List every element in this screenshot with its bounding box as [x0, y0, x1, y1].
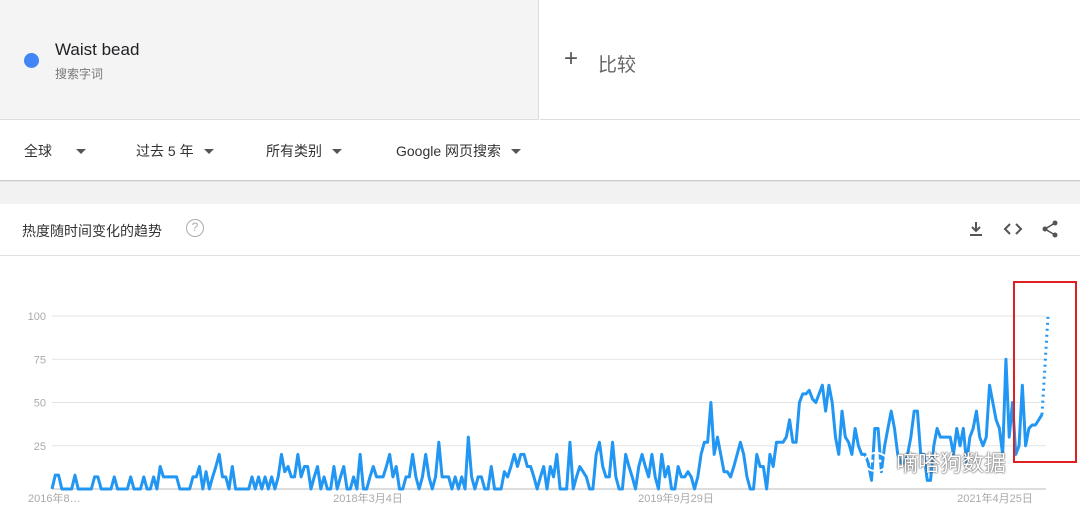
- y-tick-label: 100: [28, 311, 46, 323]
- time-filter-label: 过去 5 年: [136, 143, 194, 159]
- chevron-down-icon: [76, 148, 86, 154]
- download-icon[interactable]: [965, 218, 987, 240]
- y-tick-label: 25: [34, 441, 46, 453]
- y-tick-label: 75: [34, 354, 46, 366]
- interest-over-time-card: 热度随时间变化的趋势 ?: [0, 204, 1080, 510]
- embed-code-icon[interactable]: [1002, 218, 1024, 240]
- chevron-down-icon: [511, 148, 522, 154]
- card-title: 热度随时间变化的趋势: [22, 223, 162, 239]
- wechat-icon: [863, 452, 889, 472]
- highlight-annotation-box: [1013, 281, 1077, 463]
- region-filter-label: 全球: [24, 143, 52, 159]
- compare-button[interactable]: + 比较: [540, 0, 1080, 120]
- y-tick-label: 50: [34, 398, 46, 410]
- search-type-filter-label: Google 网页搜索: [396, 143, 502, 159]
- category-filter[interactable]: 所有类别: [266, 141, 342, 161]
- section-divider: [0, 182, 1080, 204]
- x-tick-label: 2016年8…: [28, 491, 81, 505]
- search-type-filter[interactable]: Google 网页搜索: [396, 141, 522, 161]
- search-term-name: Waist bead: [55, 40, 140, 59]
- watermark-text: 嘀嗒狗数据: [896, 451, 1007, 476]
- time-filter[interactable]: 过去 5 年: [136, 141, 214, 161]
- chevron-down-icon: [203, 148, 214, 154]
- chevron-down-icon: [332, 148, 342, 154]
- x-tick-label: 2019年9月29日: [638, 491, 714, 505]
- plus-icon: +: [564, 45, 579, 72]
- watermark: 嘀嗒狗数据: [862, 446, 1006, 478]
- category-filter-label: 所有类别: [266, 143, 322, 159]
- series-line: [50, 357, 1044, 491]
- search-term-card[interactable]: Waist bead 搜索字词: [0, 0, 539, 120]
- region-filter[interactable]: 全球: [24, 141, 86, 161]
- x-tick-label: 2021年4月25日: [957, 491, 1033, 505]
- series-color-dot: [24, 53, 39, 68]
- compare-label: 比较: [598, 55, 637, 76]
- x-tick-label: 2018年3月4日: [333, 491, 403, 505]
- card-divider: [0, 255, 1080, 256]
- filter-bar: 全球 过去 5 年 所有类别 Google 网页搜索: [0, 121, 1080, 181]
- search-term-type: 搜索字词: [55, 67, 104, 81]
- partial-data-line: [1040, 315, 1050, 415]
- help-icon[interactable]: ?: [186, 219, 204, 237]
- share-icon[interactable]: [1039, 218, 1061, 240]
